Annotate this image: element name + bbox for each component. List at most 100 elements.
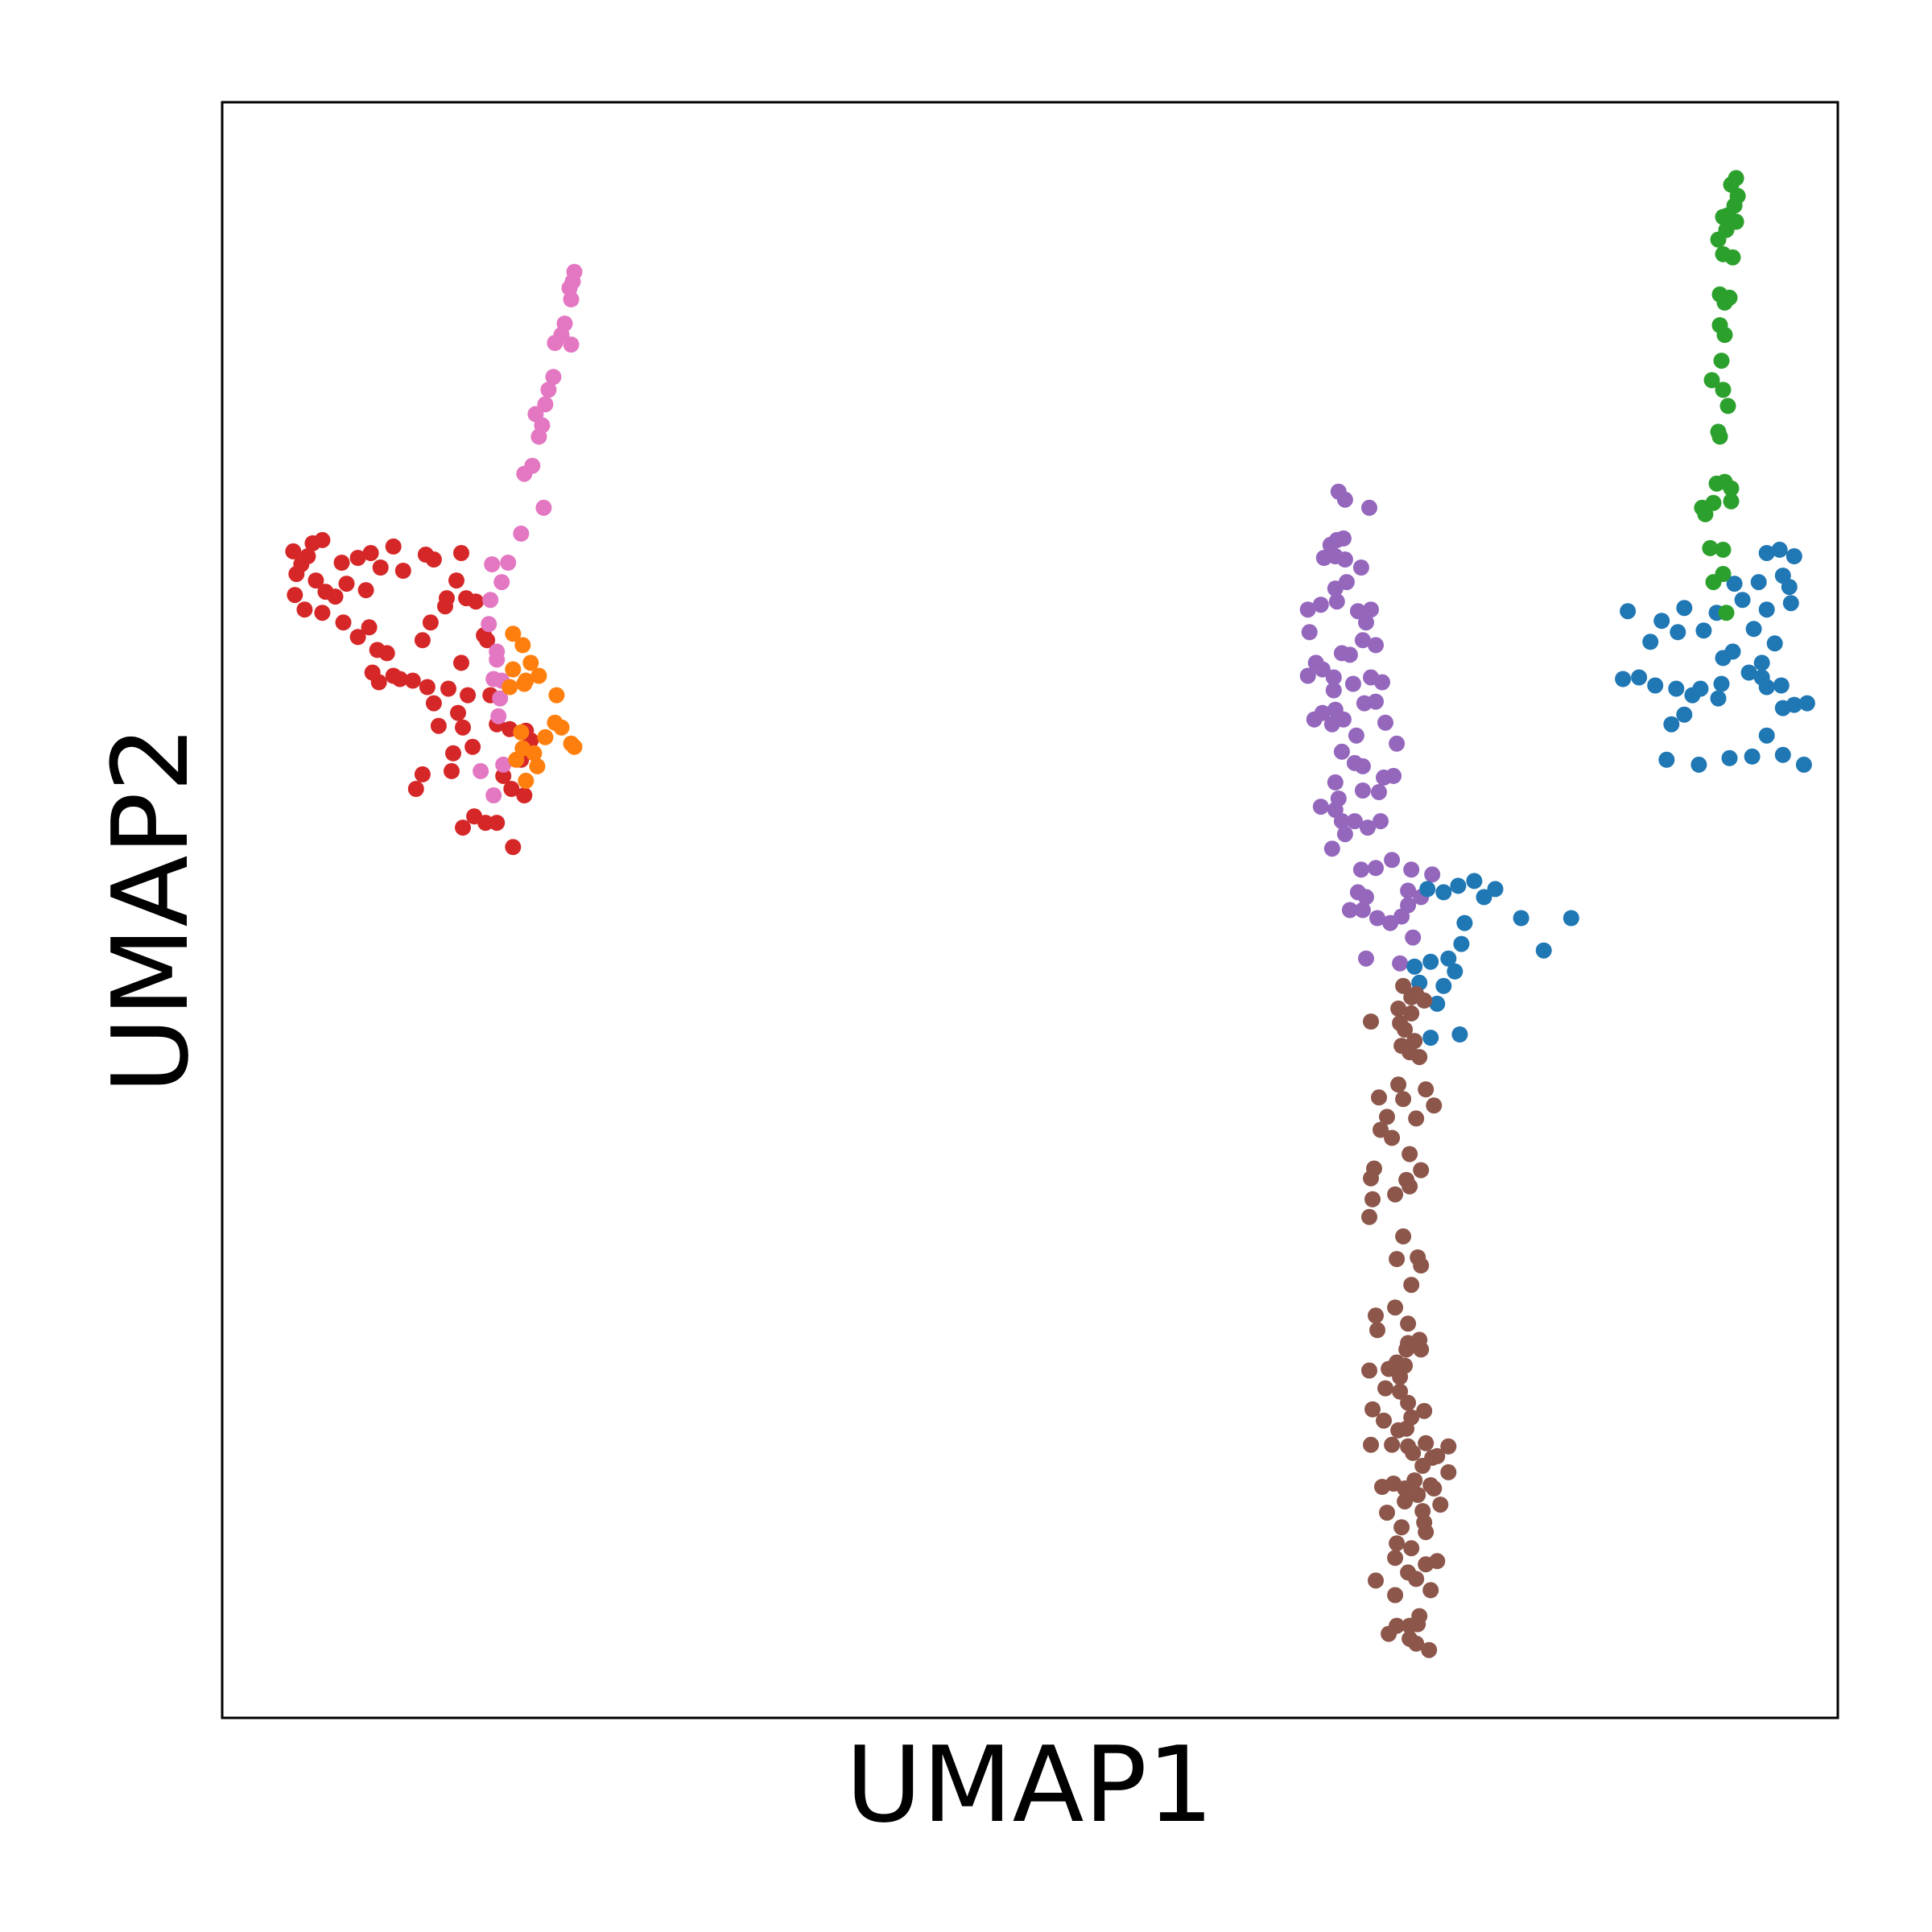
scatter-point-series-6	[1402, 1146, 1418, 1162]
scatter-point-series-4	[1631, 669, 1648, 686]
scatter-point-series-6	[1387, 1186, 1404, 1203]
scatter-point-series-6	[1368, 1572, 1384, 1589]
scatter-point-series-4	[1647, 677, 1664, 694]
scatter-point-series-3	[1314, 661, 1331, 678]
scatter-point-series-6	[1416, 992, 1433, 1009]
scatter-point-series-0	[407, 781, 424, 797]
scatter-point-series-4	[1721, 749, 1738, 766]
scatter-point-series-4	[1435, 977, 1452, 994]
scatter-point-series-5	[1715, 382, 1732, 398]
scatter-point-series-4	[1771, 541, 1788, 558]
scatter-point-series-5	[1710, 231, 1727, 248]
scatter-point-series-6	[1406, 1033, 1423, 1050]
scatter-point-series-6	[1418, 1524, 1435, 1541]
scatter-point-series-3	[1333, 813, 1350, 830]
scatter-point-series-0	[444, 762, 460, 779]
scatter-point-series-2	[553, 719, 570, 736]
scatter-point-series-0	[460, 687, 477, 704]
scatter-point-series-5	[1715, 208, 1732, 225]
scatter-point-series-3	[1306, 711, 1323, 728]
scatter-point-series-6	[1402, 1617, 1418, 1634]
scatter-point-series-4	[1466, 873, 1483, 890]
scatter-point-series-3	[1299, 601, 1316, 618]
scatter-point-series-0	[425, 551, 442, 568]
scatter-point-series-6	[1384, 1129, 1401, 1146]
scatter-point-series-5	[1721, 289, 1738, 306]
scatter-point-series-1	[545, 369, 562, 386]
scatter-point-series-4	[1774, 700, 1791, 716]
scatter-point-series-3	[1354, 782, 1371, 799]
scatter-point-series-3	[1333, 743, 1350, 760]
scatter-point-series-3	[1361, 499, 1377, 516]
scatter-point-series-1	[500, 555, 517, 571]
scatter-point-series-4	[1487, 881, 1504, 898]
scatter-point-series-3	[1315, 550, 1332, 566]
scatter-point-series-3	[1349, 603, 1366, 620]
scatter-point-series-3	[1299, 667, 1316, 684]
scatter-point-series-6	[1376, 1412, 1392, 1429]
scatter-point-series-6	[1413, 1162, 1430, 1179]
scatter-point-series-0	[466, 808, 483, 825]
scatter-point-series-3	[1385, 767, 1402, 784]
scatter-point-series-1	[489, 651, 506, 668]
scatter-point-series-0	[437, 598, 453, 615]
scatter-point-series-3	[1341, 902, 1358, 919]
scatter-point-series-4	[1422, 953, 1439, 970]
x-axis-label: UMAP1	[845, 1724, 1213, 1846]
scatter-point-series-3	[1389, 735, 1406, 752]
scatter-point-series-6	[1398, 1341, 1415, 1358]
scatter-point-series-3	[1344, 675, 1361, 692]
scatter-point-series-4	[1758, 727, 1775, 744]
scatter-point-series-0	[372, 559, 389, 576]
scatter-point-series-0	[455, 719, 471, 736]
scatter-point-series-5	[1705, 494, 1722, 511]
scatter-point-series-3	[1405, 929, 1422, 946]
scatter-point-series-2	[508, 751, 525, 768]
scatter-point-series-0	[453, 654, 469, 671]
scatter-point-series-2	[548, 687, 565, 704]
scatter-point-series-4	[1663, 716, 1680, 733]
scatter-point-series-0	[422, 614, 439, 631]
scatter-point-series-5	[1711, 317, 1728, 333]
scatter-point-series-6	[1384, 1436, 1401, 1453]
scatter-point-series-6	[1421, 1641, 1438, 1658]
scatter-point-series-1	[513, 525, 530, 542]
scatter-point-series-1	[490, 708, 507, 724]
scatter-point-series-3	[1325, 669, 1342, 686]
scatter-point-series-4	[1450, 877, 1467, 894]
scatter-point-series-5	[1723, 480, 1740, 497]
scatter-point-series-0	[357, 582, 374, 599]
scatter-point-series-1	[481, 616, 497, 633]
scatter-point-series-0	[349, 629, 366, 646]
scatter-point-series-4	[1798, 695, 1815, 712]
scatter-point-series-3	[1360, 819, 1376, 836]
scatter-point-series-3	[1377, 714, 1393, 731]
scatter-point-series-3	[1384, 852, 1401, 869]
scatter-point-series-6	[1381, 1625, 1397, 1642]
scatter-point-series-5	[1719, 398, 1736, 415]
scatter-point-series-5	[1703, 372, 1720, 389]
scatter-point-series-0	[450, 704, 466, 721]
scatter-point-series-4	[1476, 889, 1492, 906]
scatter-point-series-3	[1301, 624, 1318, 641]
scatter-point-series-0	[468, 593, 485, 610]
scatter-point-series-3	[1392, 955, 1409, 972]
scatter-point-series-1	[530, 428, 547, 445]
scatter-point-series-0	[464, 738, 481, 755]
scatter-point-series-6	[1397, 1493, 1414, 1510]
scatter-point-series-2	[514, 637, 531, 654]
scatter-point-series-6	[1418, 1081, 1435, 1098]
y-axis-label: UMAP2	[89, 725, 212, 1093]
scatter-point-series-4	[1453, 935, 1470, 952]
scatter-point-series-6	[1361, 1362, 1377, 1379]
scatter-point-series-4	[1447, 963, 1463, 980]
scatter-point-series-1	[540, 382, 557, 398]
scatter-point-series-6	[1426, 1480, 1443, 1496]
scatter-point-series-4	[1774, 746, 1791, 763]
scatter-point-series-4	[1451, 1026, 1468, 1042]
scatter-point-series-6	[1402, 1178, 1418, 1195]
scatter-point-series-2	[518, 772, 535, 789]
scatter-point-series-1	[482, 592, 499, 609]
scatter-point-series-6	[1374, 1479, 1390, 1495]
